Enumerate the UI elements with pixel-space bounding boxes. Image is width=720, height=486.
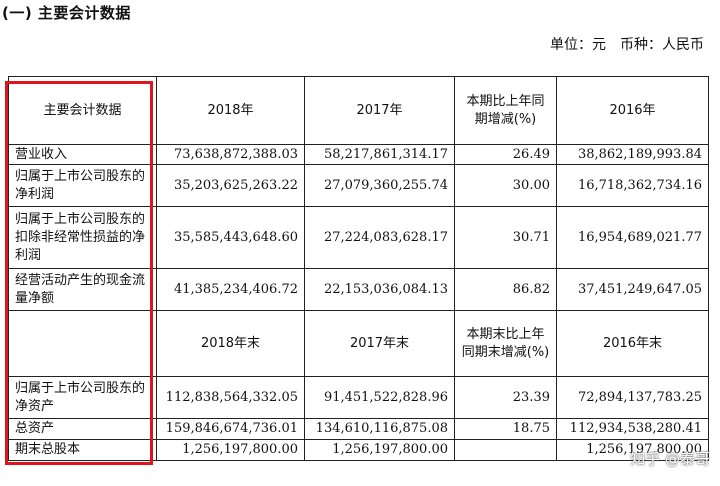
value-2017: 91,451,522,828.96 xyxy=(304,376,455,419)
row-label: 归属于上市公司股东的扣除非经常性损益的净利润 xyxy=(8,206,157,269)
value-change: 18.75 xyxy=(454,418,557,440)
value-2016: 72,894,137,783.25 xyxy=(556,376,709,419)
table-row: 归属于上市公司股东的净利润 35,203,625,263.22 27,079,3… xyxy=(8,164,709,207)
value-2017: 22,153,036,084.13 xyxy=(304,268,455,311)
value-2018: 35,585,443,648.60 xyxy=(156,206,305,269)
header-row-1: 主要会计数据 2018年 2017年 本期比上年同期增减(%) 2016年 xyxy=(8,76,709,145)
watermark: 知乎 @泰哥 xyxy=(630,450,710,468)
section-heading: (一) 主要会计数据 xyxy=(2,4,131,22)
value-2018: 41,385,234,406.72 xyxy=(156,268,305,311)
header-cell: 本期末比上年同期末增减(%) xyxy=(454,310,557,377)
value-2017: 27,224,083,628.17 xyxy=(304,206,455,269)
value-2016: 1,256,197,800.00 xyxy=(556,439,709,461)
header-row-2: 2018年末 2017年末 本期末比上年同期末增减(%) 2016年末 xyxy=(8,310,709,377)
header-cell: 主要会计数据 xyxy=(8,76,157,145)
value-2018: 73,638,872,388.03 xyxy=(156,144,305,165)
row-label: 期末总股本 xyxy=(8,439,157,461)
value-2016: 38,862,189,993.84 xyxy=(556,144,709,165)
row-label: 归属于上市公司股东的净资产 xyxy=(8,376,157,419)
value-2016: 37,451,249,647.05 xyxy=(556,268,709,311)
value-2017: 134,610,116,875.08 xyxy=(304,418,455,440)
value-2016: 16,718,362,734.16 xyxy=(556,164,709,207)
header-cell: 2018年末 xyxy=(156,310,305,377)
table-row: 归属于上市公司股东的扣除非经常性损益的净利润 35,585,443,648.60… xyxy=(8,206,709,269)
value-change: 86.82 xyxy=(454,268,557,311)
value-change: 30.71 xyxy=(454,206,557,269)
value-change: 23.39 xyxy=(454,376,557,419)
row-label: 经营活动产生的现金流量净额 xyxy=(8,268,157,311)
table-row: 期末总股本 1,256,197,800.00 1,256,197,800.00 … xyxy=(8,439,709,461)
header-cell: 2016年 xyxy=(556,76,709,145)
value-2018: 1,256,197,800.00 xyxy=(156,439,305,461)
table-row: 营业收入 73,638,872,388.03 58,217,861,314.17… xyxy=(8,144,709,165)
value-2017: 58,217,861,314.17 xyxy=(304,144,455,165)
value-change: 30.00 xyxy=(454,164,557,207)
row-label: 营业收入 xyxy=(8,144,157,165)
value-2018: 35,203,625,263.22 xyxy=(156,164,305,207)
header-cell: 本期比上年同期增减(%) xyxy=(454,76,557,145)
value-2018: 112,838,564,332.05 xyxy=(156,376,305,419)
table-row: 总资产 159,846,674,736.01 134,610,116,875.0… xyxy=(8,418,709,440)
value-change xyxy=(454,439,557,461)
header-cell: 2017年末 xyxy=(304,310,455,377)
value-2018: 159,846,674,736.01 xyxy=(156,418,305,440)
financial-data-table: 主要会计数据 2018年 2017年 本期比上年同期增减(%) 2016年 营业… xyxy=(8,76,709,461)
table-row: 归属于上市公司股东的净资产 112,838,564,332.05 91,451,… xyxy=(8,376,709,419)
value-2017: 27,079,360,255.74 xyxy=(304,164,455,207)
header-cell: 2017年 xyxy=(304,76,455,145)
value-2016: 16,954,689,021.77 xyxy=(556,206,709,269)
value-2016: 112,934,538,280.41 xyxy=(556,418,709,440)
row-label: 总资产 xyxy=(8,418,157,440)
header-cell: 2016年末 xyxy=(556,310,709,377)
currency-unit: 单位：元 币种：人民币 xyxy=(550,37,704,53)
value-2017: 1,256,197,800.00 xyxy=(304,439,455,461)
row-label: 归属于上市公司股东的净利润 xyxy=(8,164,157,207)
header-cell xyxy=(8,310,157,377)
table-row: 经营活动产生的现金流量净额 41,385,234,406.72 22,153,0… xyxy=(8,268,709,311)
header-cell: 2018年 xyxy=(156,76,305,145)
value-change: 26.49 xyxy=(454,144,557,165)
